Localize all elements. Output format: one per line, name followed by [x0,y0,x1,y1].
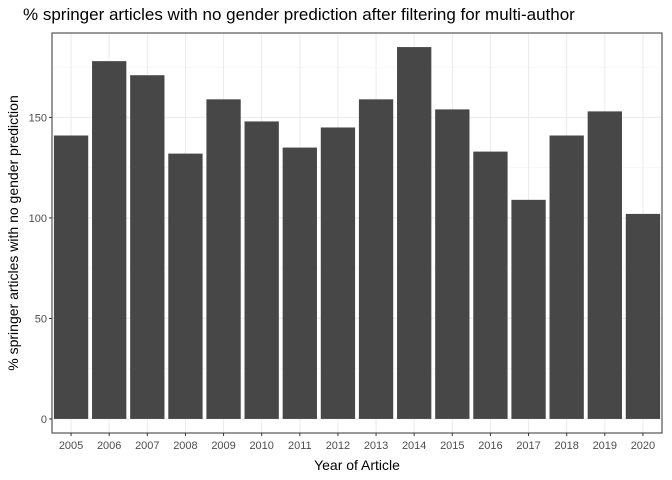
x-tick-label: 2017 [516,440,540,452]
y-tick-label: 150 [29,112,47,124]
bar-2016 [473,151,508,419]
x-tick-label: 2011 [288,440,312,452]
y-tick-label: 0 [41,414,47,426]
x-tick-label: 2009 [211,440,235,452]
x-tick-label: 2019 [593,440,617,452]
bar-2010 [244,121,279,419]
y-axis-title: % springer articles with no gender predi… [5,95,21,370]
bar-2013 [358,99,394,419]
x-tick-label: 2015 [440,440,464,452]
x-tick-label: 2008 [173,440,197,452]
bar-2017 [511,199,546,419]
panel-border [51,32,663,434]
bar-2014 [397,47,432,419]
x-tick-label: 2010 [249,440,273,452]
bar-2009 [206,99,241,419]
y-tick-label: 50 [35,313,47,325]
bar-2018 [549,135,584,419]
bar-2012 [320,127,356,419]
x-tick-label: 2018 [554,440,578,452]
bar-2020 [625,213,661,419]
y-tick-label: 100 [29,213,47,225]
bar-2019 [587,111,622,419]
bar-2007 [130,75,165,419]
plot-area: 0 50 100 150 2005 2006 2007 2008 2009 2010 2011 201… [29,32,663,452]
x-tick-label: 2020 [631,440,655,452]
bar-2008 [168,153,203,419]
x-tick-label: 2005 [59,440,83,452]
bar-2011 [282,147,317,419]
bar-2005 [53,135,89,419]
x-tick-label: 2014 [402,440,426,452]
bar-2015 [435,109,470,419]
chart-title: % springer articles with no gender predi… [23,5,575,24]
x-tick-label: 2016 [478,440,502,452]
x-tick-label: 2006 [97,440,121,452]
x-axis-title: Year of Article [314,457,400,473]
x-tick-label: 2013 [364,440,388,452]
bar-2006 [92,61,127,419]
x-tick-label: 2007 [135,440,159,452]
x-tick-label: 2012 [326,440,350,452]
